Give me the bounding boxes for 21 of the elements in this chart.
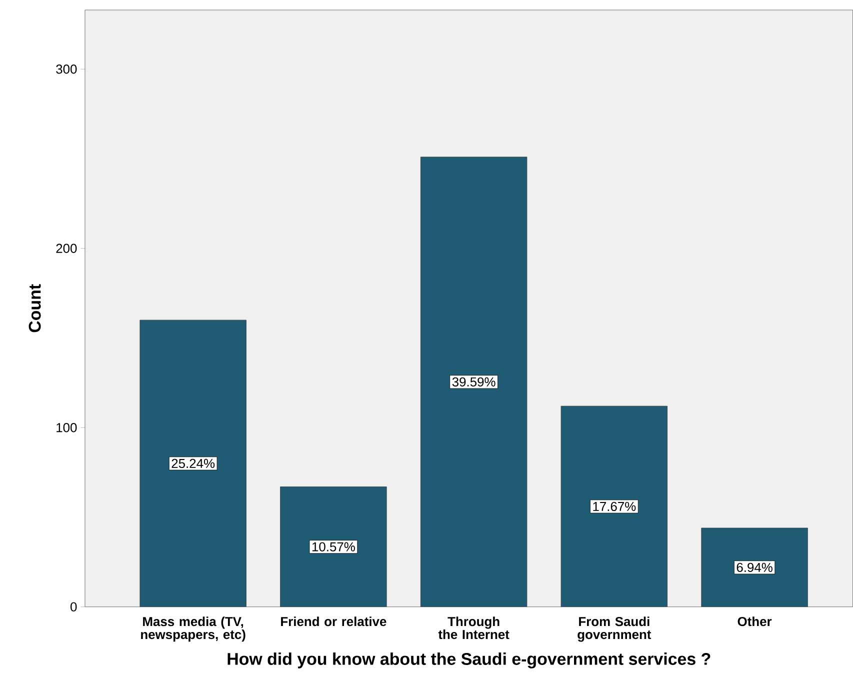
x-tick-label: From Saudi government (578, 616, 652, 642)
annotation: 25.24% (172, 458, 215, 468)
bar (701, 528, 808, 607)
y-tick-label: 300 (56, 64, 77, 74)
annotation: 6.94% (736, 562, 772, 572)
bar (140, 320, 246, 607)
y-tick-label: 200 (56, 244, 77, 254)
x-tick-label: Through the Internet (438, 616, 510, 640)
bar (560, 406, 668, 607)
y-axis-title: Count (28, 284, 41, 332)
bar (280, 486, 387, 607)
y-tick-label: 0 (70, 602, 77, 612)
y-tick-label: 100 (56, 423, 77, 432)
annotation: 17.67% (593, 502, 636, 512)
bar (420, 156, 528, 607)
annotation: 39.59% (452, 377, 496, 387)
annotation: 10.57% (312, 542, 355, 552)
x-axis-title: How did you know about the Saudi e-government services ? (228, 652, 710, 668)
x-tick-label: Other (738, 616, 772, 626)
x-tick-label: Friend or relative (281, 616, 386, 626)
x-tick-label: Mass media (TV, newspapers, etc) (141, 616, 246, 642)
